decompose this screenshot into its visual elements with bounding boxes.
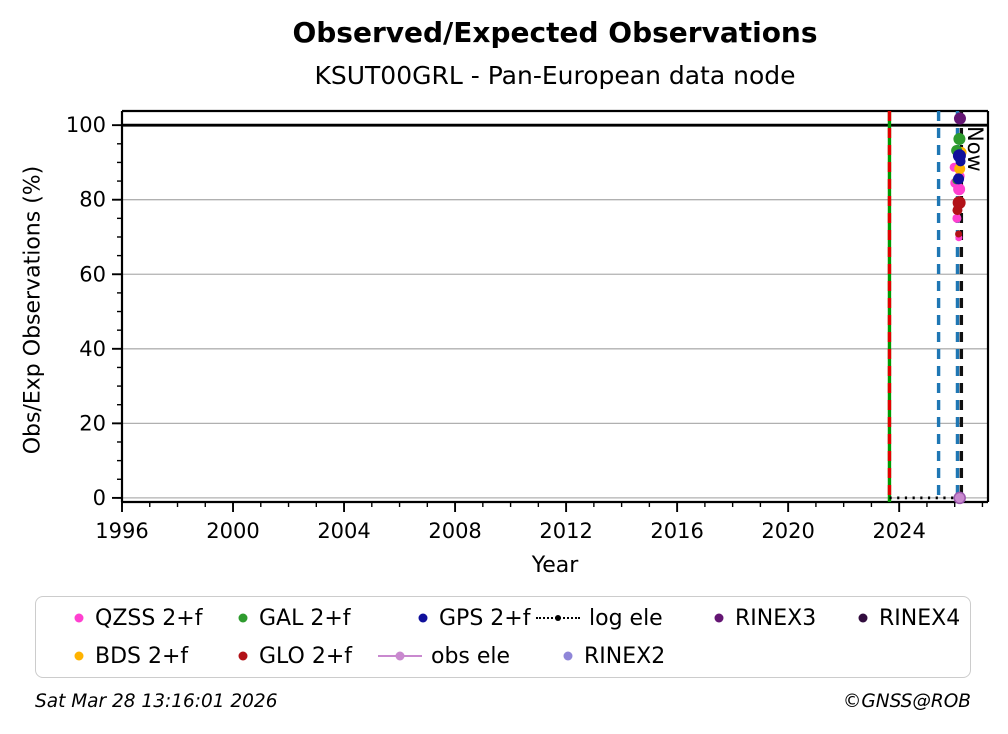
glo-marker-icon — [236, 649, 250, 663]
legend-label: GPS 2+f — [439, 605, 531, 631]
x-tick-label: 2016 — [650, 519, 703, 543]
legend-label: obs ele — [431, 643, 511, 669]
log-ele-marker-icon — [536, 611, 580, 625]
qzss-marker-icon — [72, 611, 86, 625]
y-tick-label: 100 — [66, 113, 106, 137]
y-tick-label: 0 — [93, 486, 106, 510]
rinex3-marker-icon — [712, 611, 726, 625]
rinex2-marker-icon — [561, 649, 575, 663]
point-QZSS-2-f — [953, 183, 966, 196]
legend: QZSS 2+f GAL 2+f GPS 2+f log ele RINEX3 … — [35, 596, 971, 678]
legend-label: BDS 2+f — [95, 643, 189, 669]
point-BDS-2-f — [954, 163, 966, 175]
point-GAL-2-f — [953, 132, 966, 145]
y-tick-label: 40 — [79, 337, 106, 361]
point-GLO-2-f — [952, 205, 963, 216]
x-tick-label: 2000 — [206, 519, 259, 543]
chart-title: Observed/Expected Observations — [292, 16, 818, 49]
obs-ele-marker-icon — [378, 649, 422, 663]
x-tick-label: 2024 — [872, 519, 925, 543]
x-tick-label: 2012 — [539, 519, 592, 543]
legend-item-gps: GPS 2+f — [416, 604, 530, 632]
legend-item-obs-ele: obs ele — [378, 642, 510, 670]
point-GPS-2-f — [953, 173, 965, 185]
y-tick-label: 80 — [79, 188, 106, 212]
legend-label: RINEX4 — [879, 605, 961, 631]
rinex4-marker-icon — [856, 611, 870, 625]
point-obs-ele — [953, 491, 966, 505]
legend-label: GAL 2+f — [259, 605, 351, 631]
legend-label: RINEX3 — [735, 605, 817, 631]
legend-label: QZSS 2+f — [95, 605, 203, 631]
x-tick-label: 2004 — [317, 519, 370, 543]
y-tick-label: 60 — [79, 262, 106, 286]
legend-item-rinex3: RINEX3 — [712, 604, 816, 632]
gal-marker-icon — [236, 611, 250, 625]
legend-item-log-ele: log ele — [536, 604, 663, 632]
legend-item-qzss: QZSS 2+f — [72, 604, 203, 632]
y-tick-label: 20 — [79, 411, 106, 435]
point-GPS-2-f — [955, 156, 966, 167]
x-tick-label: 2020 — [761, 519, 814, 543]
legend-item-rinex2: RINEX2 — [561, 642, 665, 670]
point-RINEX3 — [953, 112, 966, 125]
legend-label: RINEX2 — [584, 643, 666, 669]
x-axis-label: Year — [531, 553, 579, 578]
x-tick-label: 2008 — [428, 519, 481, 543]
now-annotation: Now — [963, 126, 987, 172]
legend-label: log ele — [589, 605, 663, 631]
legend-item-bds: BDS 2+f — [72, 642, 188, 670]
point-GLO-2-f — [955, 230, 963, 238]
legend-item-rinex4: RINEX4 — [856, 604, 960, 632]
legend-item-gal: GAL 2+f — [236, 604, 351, 632]
footer-timestamp: Sat Mar 28 13:16:01 2026 — [35, 691, 278, 712]
chart-subtitle: KSUT00GRL - Pan-European data node — [314, 61, 796, 90]
legend-item-glo: GLO 2+f — [236, 642, 352, 670]
footer-copyright: ©GNSS@ROB — [842, 691, 971, 712]
legend-label: GLO 2+f — [259, 643, 353, 669]
bds-marker-icon — [72, 649, 86, 663]
x-tick-label: 1996 — [95, 519, 148, 543]
point-QZSS-2-f — [952, 213, 962, 223]
y-axis-label: Obs/Exp Observations (%) — [20, 165, 46, 455]
gps-marker-icon — [416, 611, 430, 625]
